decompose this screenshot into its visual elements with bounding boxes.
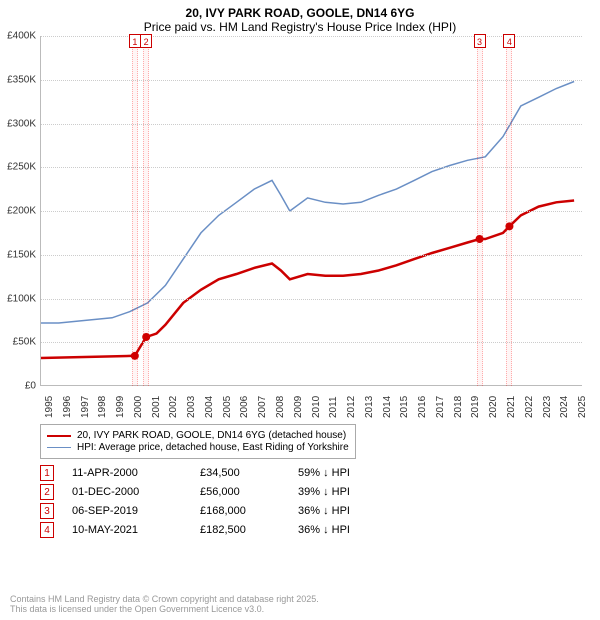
transaction-row: 3 06-SEP-2019 £168,000 36% ↓ HPI <box>40 503 600 519</box>
y-axis-label: £300K <box>0 118 36 129</box>
marker-band <box>477 36 483 386</box>
x-axis-label: 2016 <box>417 396 421 418</box>
x-axis-label: 2002 <box>168 396 172 418</box>
price-paid-line <box>41 201 574 359</box>
gridline <box>41 36 582 37</box>
transaction-number: 3 <box>40 503 54 519</box>
x-axis-label: 2003 <box>186 396 190 418</box>
gridline <box>41 124 582 125</box>
gridline <box>41 299 582 300</box>
x-axis-label: 1998 <box>97 396 101 418</box>
title-line-1: 20, IVY PARK ROAD, GOOLE, DN14 6YG <box>10 6 590 20</box>
x-axis-label: 2011 <box>328 396 332 418</box>
x-axis-label: 2000 <box>133 396 137 418</box>
transaction-price: £34,500 <box>200 467 280 479</box>
gridline <box>41 342 582 343</box>
legend-label: 20, IVY PARK ROAD, GOOLE, DN14 6YG (deta… <box>77 430 346 441</box>
legend-label: HPI: Average price, detached house, East… <box>77 442 349 453</box>
transaction-delta: 36% ↓ HPI <box>298 524 398 536</box>
hpi-line <box>41 82 574 324</box>
transactions-table: 1 11-APR-2000 £34,500 59% ↓ HPI 2 01-DEC-2000… <box>40 465 600 538</box>
x-axis-label: 1995 <box>44 396 48 418</box>
transaction-date: 10-MAY-2021 <box>72 524 182 536</box>
transaction-delta: 39% ↓ HPI <box>298 486 398 498</box>
x-axis-label: 2021 <box>506 396 510 418</box>
x-axis-label: 2008 <box>275 396 279 418</box>
x-axis-label: 2006 <box>239 396 243 418</box>
x-axis-label: 2019 <box>470 396 474 418</box>
transaction-delta: 59% ↓ HPI <box>298 467 398 479</box>
transaction-delta: 36% ↓ HPI <box>298 505 398 517</box>
x-axis-label: 2004 <box>204 396 208 418</box>
gridline <box>41 211 582 212</box>
marker-band <box>506 36 512 386</box>
transaction-date: 06-SEP-2019 <box>72 505 182 517</box>
y-axis-label: £150K <box>0 249 36 260</box>
legend-item: HPI: Average price, detached house, East… <box>47 442 349 453</box>
x-axis-label: 2023 <box>542 396 546 418</box>
x-axis-label: 2001 <box>151 396 155 418</box>
x-axis-label: 2014 <box>382 396 386 418</box>
marker-badge: 2 <box>140 34 152 48</box>
transaction-price: £168,000 <box>200 505 280 517</box>
marker-band <box>143 36 149 386</box>
y-axis-label: £350K <box>0 74 36 85</box>
y-axis-label: £0 <box>0 381 36 392</box>
x-axis-label: 2025 <box>577 396 581 418</box>
x-axis-label: 2012 <box>346 396 350 418</box>
x-axis-label: 2015 <box>399 396 403 418</box>
y-axis-label: £200K <box>0 206 36 217</box>
legend-item: 20, IVY PARK ROAD, GOOLE, DN14 6YG (deta… <box>47 430 349 441</box>
marker-badge: 4 <box>503 34 515 48</box>
title-line-2: Price paid vs. HM Land Registry's House … <box>10 20 590 34</box>
legend-swatch <box>47 447 71 448</box>
marker-badge: 1 <box>129 34 141 48</box>
footer-line-1: Contains HM Land Registry data © Crown c… <box>10 594 590 604</box>
plot-area: 12 3 4 <box>40 36 582 386</box>
y-axis-label: £400K <box>0 31 36 42</box>
marker-badge: 3 <box>474 34 486 48</box>
x-axis-label: 1999 <box>115 396 119 418</box>
x-axis-label: 2020 <box>488 396 492 418</box>
x-axis-label: 2010 <box>311 396 315 418</box>
gridline <box>41 80 582 81</box>
transaction-row: 4 10-MAY-2021 £182,500 36% ↓ HPI <box>40 522 600 538</box>
x-axis-label: 1997 <box>80 396 84 418</box>
transaction-row: 2 01-DEC-2000 £56,000 39% ↓ HPI <box>40 484 600 500</box>
transaction-number: 4 <box>40 522 54 538</box>
legend-swatch <box>47 435 71 437</box>
footer-attribution: Contains HM Land Registry data © Crown c… <box>10 594 590 614</box>
gridline <box>41 167 582 168</box>
x-axis-label: 2022 <box>524 396 528 418</box>
x-axis-label: 1996 <box>62 396 66 418</box>
legend: 20, IVY PARK ROAD, GOOLE, DN14 6YG (deta… <box>40 424 356 459</box>
x-axis-label: 2024 <box>559 396 563 418</box>
transaction-price: £56,000 <box>200 486 280 498</box>
transaction-number: 2 <box>40 484 54 500</box>
x-axis-label: 2005 <box>222 396 226 418</box>
marker-band <box>132 36 138 386</box>
transaction-price: £182,500 <box>200 524 280 536</box>
transaction-date: 01-DEC-2000 <box>72 486 182 498</box>
transaction-number: 1 <box>40 465 54 481</box>
x-axis-label: 2017 <box>435 396 439 418</box>
x-axis-label: 2018 <box>453 396 457 418</box>
chart-title: 20, IVY PARK ROAD, GOOLE, DN14 6YG Price… <box>0 0 600 36</box>
x-axis-label: 2013 <box>364 396 368 418</box>
footer-line-2: This data is licensed under the Open Gov… <box>10 604 590 614</box>
x-axis-label: 2009 <box>293 396 297 418</box>
y-axis-label: £50K <box>0 337 36 348</box>
gridline <box>41 255 582 256</box>
chart-area: £0£50K£100K£150K£200K£250K£300K£350K£400… <box>0 36 600 424</box>
y-axis-label: £250K <box>0 162 36 173</box>
y-axis-label: £100K <box>0 293 36 304</box>
x-axis-label: 2007 <box>257 396 261 418</box>
transaction-row: 1 11-APR-2000 £34,500 59% ↓ HPI <box>40 465 600 481</box>
transaction-date: 11-APR-2000 <box>72 467 182 479</box>
